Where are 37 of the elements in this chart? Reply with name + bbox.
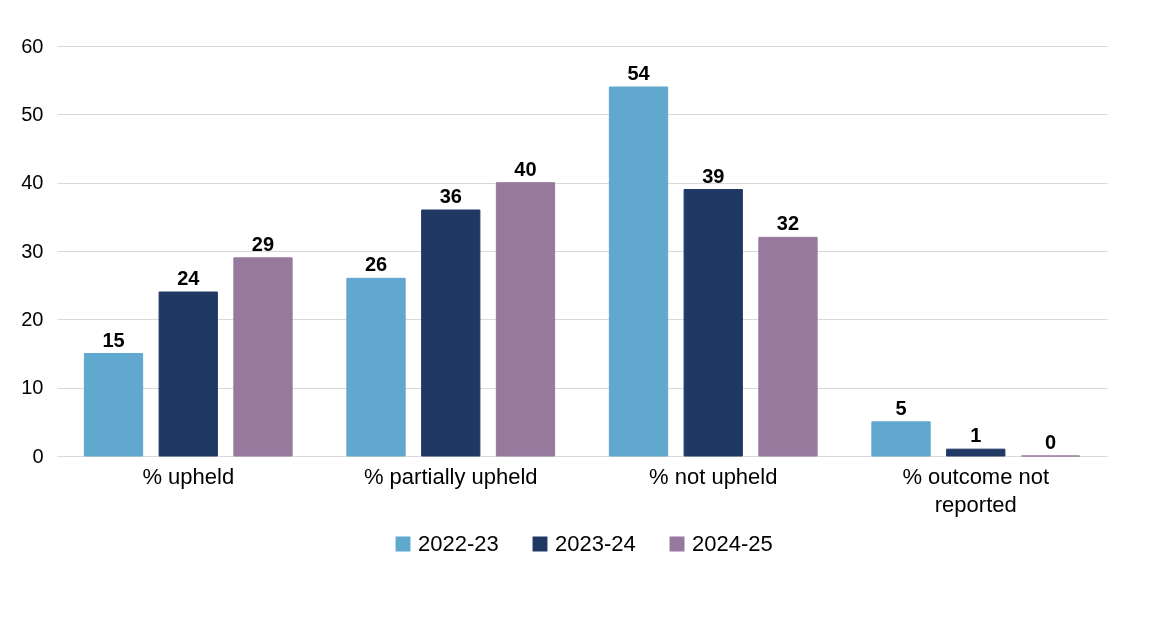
data-label: 36 (439, 185, 462, 207)
data-label: 0 (1044, 431, 1057, 453)
data-label: 54 (627, 62, 651, 84)
x-tick-label: % not upheld (649, 463, 778, 489)
data-label: 15 (102, 328, 125, 351)
data-label: 29 (251, 232, 275, 255)
x-tick-label: % upheld (142, 463, 235, 489)
x-tick-label: % outcome not reported (902, 463, 1050, 517)
bar (83, 353, 144, 457)
y-tick-label: 20 (21, 307, 44, 330)
y-tick-label: 50 (21, 102, 44, 125)
y-tick-label: 60 (21, 34, 44, 57)
x-tick-label: % partially upheld (363, 463, 538, 489)
bar (346, 277, 406, 457)
data-label: 5 (895, 396, 907, 419)
data-label: 39 (702, 164, 725, 187)
data-label: 40 (514, 157, 537, 180)
legend-label: 2023-24 (555, 531, 636, 556)
bar (158, 291, 218, 457)
y-tick-label: 30 (21, 239, 44, 262)
bar (495, 182, 556, 457)
y-tick-label: 40 (21, 171, 44, 194)
legend-label: 2024-25 (692, 531, 773, 556)
data-label: 24 (177, 267, 201, 289)
data-label: 26 (364, 253, 388, 276)
bar (946, 448, 1006, 457)
legend-label: 2022-23 (418, 531, 499, 556)
y-tick-label: 10 (21, 376, 44, 399)
bar (758, 236, 818, 457)
bar (683, 189, 743, 457)
bar (871, 421, 931, 457)
data-label: 1 (970, 424, 982, 447)
y-tick-label: 0 (32, 444, 44, 467)
bar (421, 209, 481, 457)
bar (233, 257, 293, 457)
bar (608, 86, 669, 457)
data-label: 32 (776, 212, 800, 235)
